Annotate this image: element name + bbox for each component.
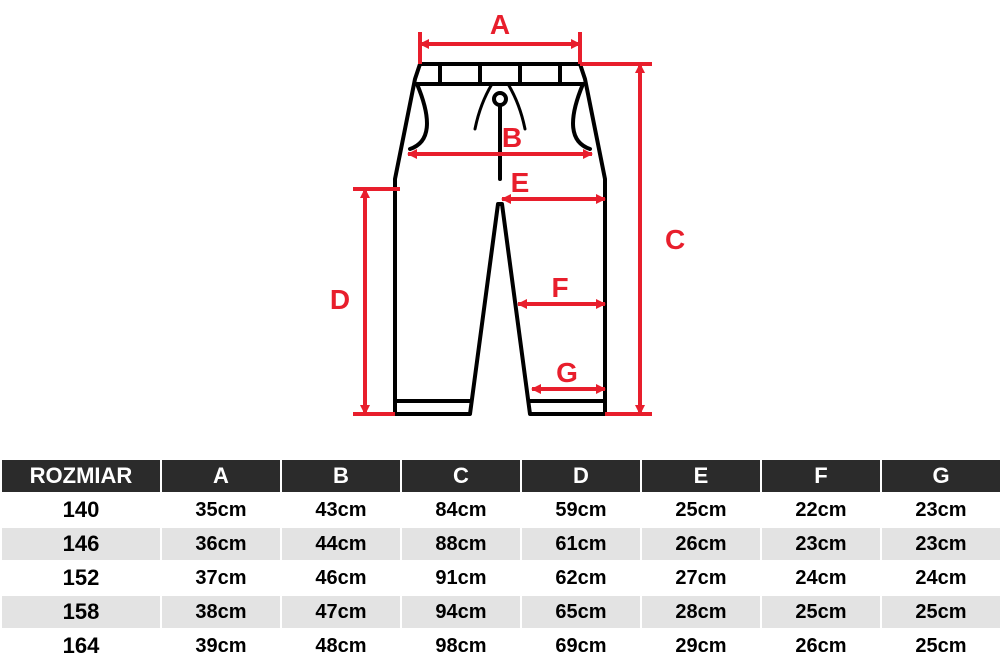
cell: 22cm [761, 493, 881, 527]
cell: 146 [1, 527, 161, 561]
table-row: 140 35cm 43cm 84cm 59cm 25cm 22cm 23cm [1, 493, 1000, 527]
label-F: F [551, 272, 568, 303]
page: A B C D E F G ROZMIAR A B [0, 0, 1000, 665]
cell: 27cm [641, 561, 761, 595]
cell: 25cm [761, 595, 881, 629]
cell: 88cm [401, 527, 521, 561]
cell: 46cm [281, 561, 401, 595]
cell: 158 [1, 595, 161, 629]
cell: 62cm [521, 561, 641, 595]
th-F: F [761, 459, 881, 493]
cell: 164 [1, 629, 161, 663]
cell: 24cm [761, 561, 881, 595]
cell: 48cm [281, 629, 401, 663]
cell: 25cm [881, 595, 1000, 629]
label-B: B [502, 122, 522, 153]
cell: 44cm [281, 527, 401, 561]
cell: 47cm [281, 595, 401, 629]
label-E: E [511, 167, 530, 198]
cell: 61cm [521, 527, 641, 561]
cell: 28cm [641, 595, 761, 629]
cell: 37cm [161, 561, 281, 595]
cell: 35cm [161, 493, 281, 527]
pants-diagram: A B C D E F G [0, 0, 1000, 458]
th-rozmiar: ROZMIAR [1, 459, 161, 493]
th-E: E [641, 459, 761, 493]
table-row: 164 39cm 48cm 98cm 69cm 29cm 26cm 25cm [1, 629, 1000, 663]
cell: 140 [1, 493, 161, 527]
th-B: B [281, 459, 401, 493]
th-C: C [401, 459, 521, 493]
table-row: 158 38cm 47cm 94cm 65cm 28cm 25cm 25cm [1, 595, 1000, 629]
table-row: 152 37cm 46cm 91cm 62cm 27cm 24cm 24cm [1, 561, 1000, 595]
pants-svg: A B C D E F G [270, 4, 730, 454]
table-header-row: ROZMIAR A B C D E F G [1, 459, 1000, 493]
label-A: A [490, 9, 510, 40]
th-G: G [881, 459, 1000, 493]
cell: 36cm [161, 527, 281, 561]
cell: 26cm [761, 629, 881, 663]
cell: 59cm [521, 493, 641, 527]
cell: 38cm [161, 595, 281, 629]
th-A: A [161, 459, 281, 493]
cell: 94cm [401, 595, 521, 629]
cell: 26cm [641, 527, 761, 561]
size-table: ROZMIAR A B C D E F G 140 35cm 43cm 84cm… [0, 458, 1000, 664]
cell: 98cm [401, 629, 521, 663]
cell: 65cm [521, 595, 641, 629]
th-D: D [521, 459, 641, 493]
cell: 152 [1, 561, 161, 595]
cell: 43cm [281, 493, 401, 527]
cell: 24cm [881, 561, 1000, 595]
cell: 84cm [401, 493, 521, 527]
cell: 25cm [881, 629, 1000, 663]
label-G: G [556, 357, 578, 388]
table-body: 140 35cm 43cm 84cm 59cm 25cm 22cm 23cm 1… [1, 493, 1000, 663]
cell: 23cm [881, 527, 1000, 561]
cell: 69cm [521, 629, 641, 663]
cell: 91cm [401, 561, 521, 595]
cell: 29cm [641, 629, 761, 663]
cell: 39cm [161, 629, 281, 663]
cell: 23cm [761, 527, 881, 561]
label-C: C [665, 224, 685, 255]
cell: 23cm [881, 493, 1000, 527]
label-D: D [330, 284, 350, 315]
cell: 25cm [641, 493, 761, 527]
table-row: 146 36cm 44cm 88cm 61cm 26cm 23cm 23cm [1, 527, 1000, 561]
